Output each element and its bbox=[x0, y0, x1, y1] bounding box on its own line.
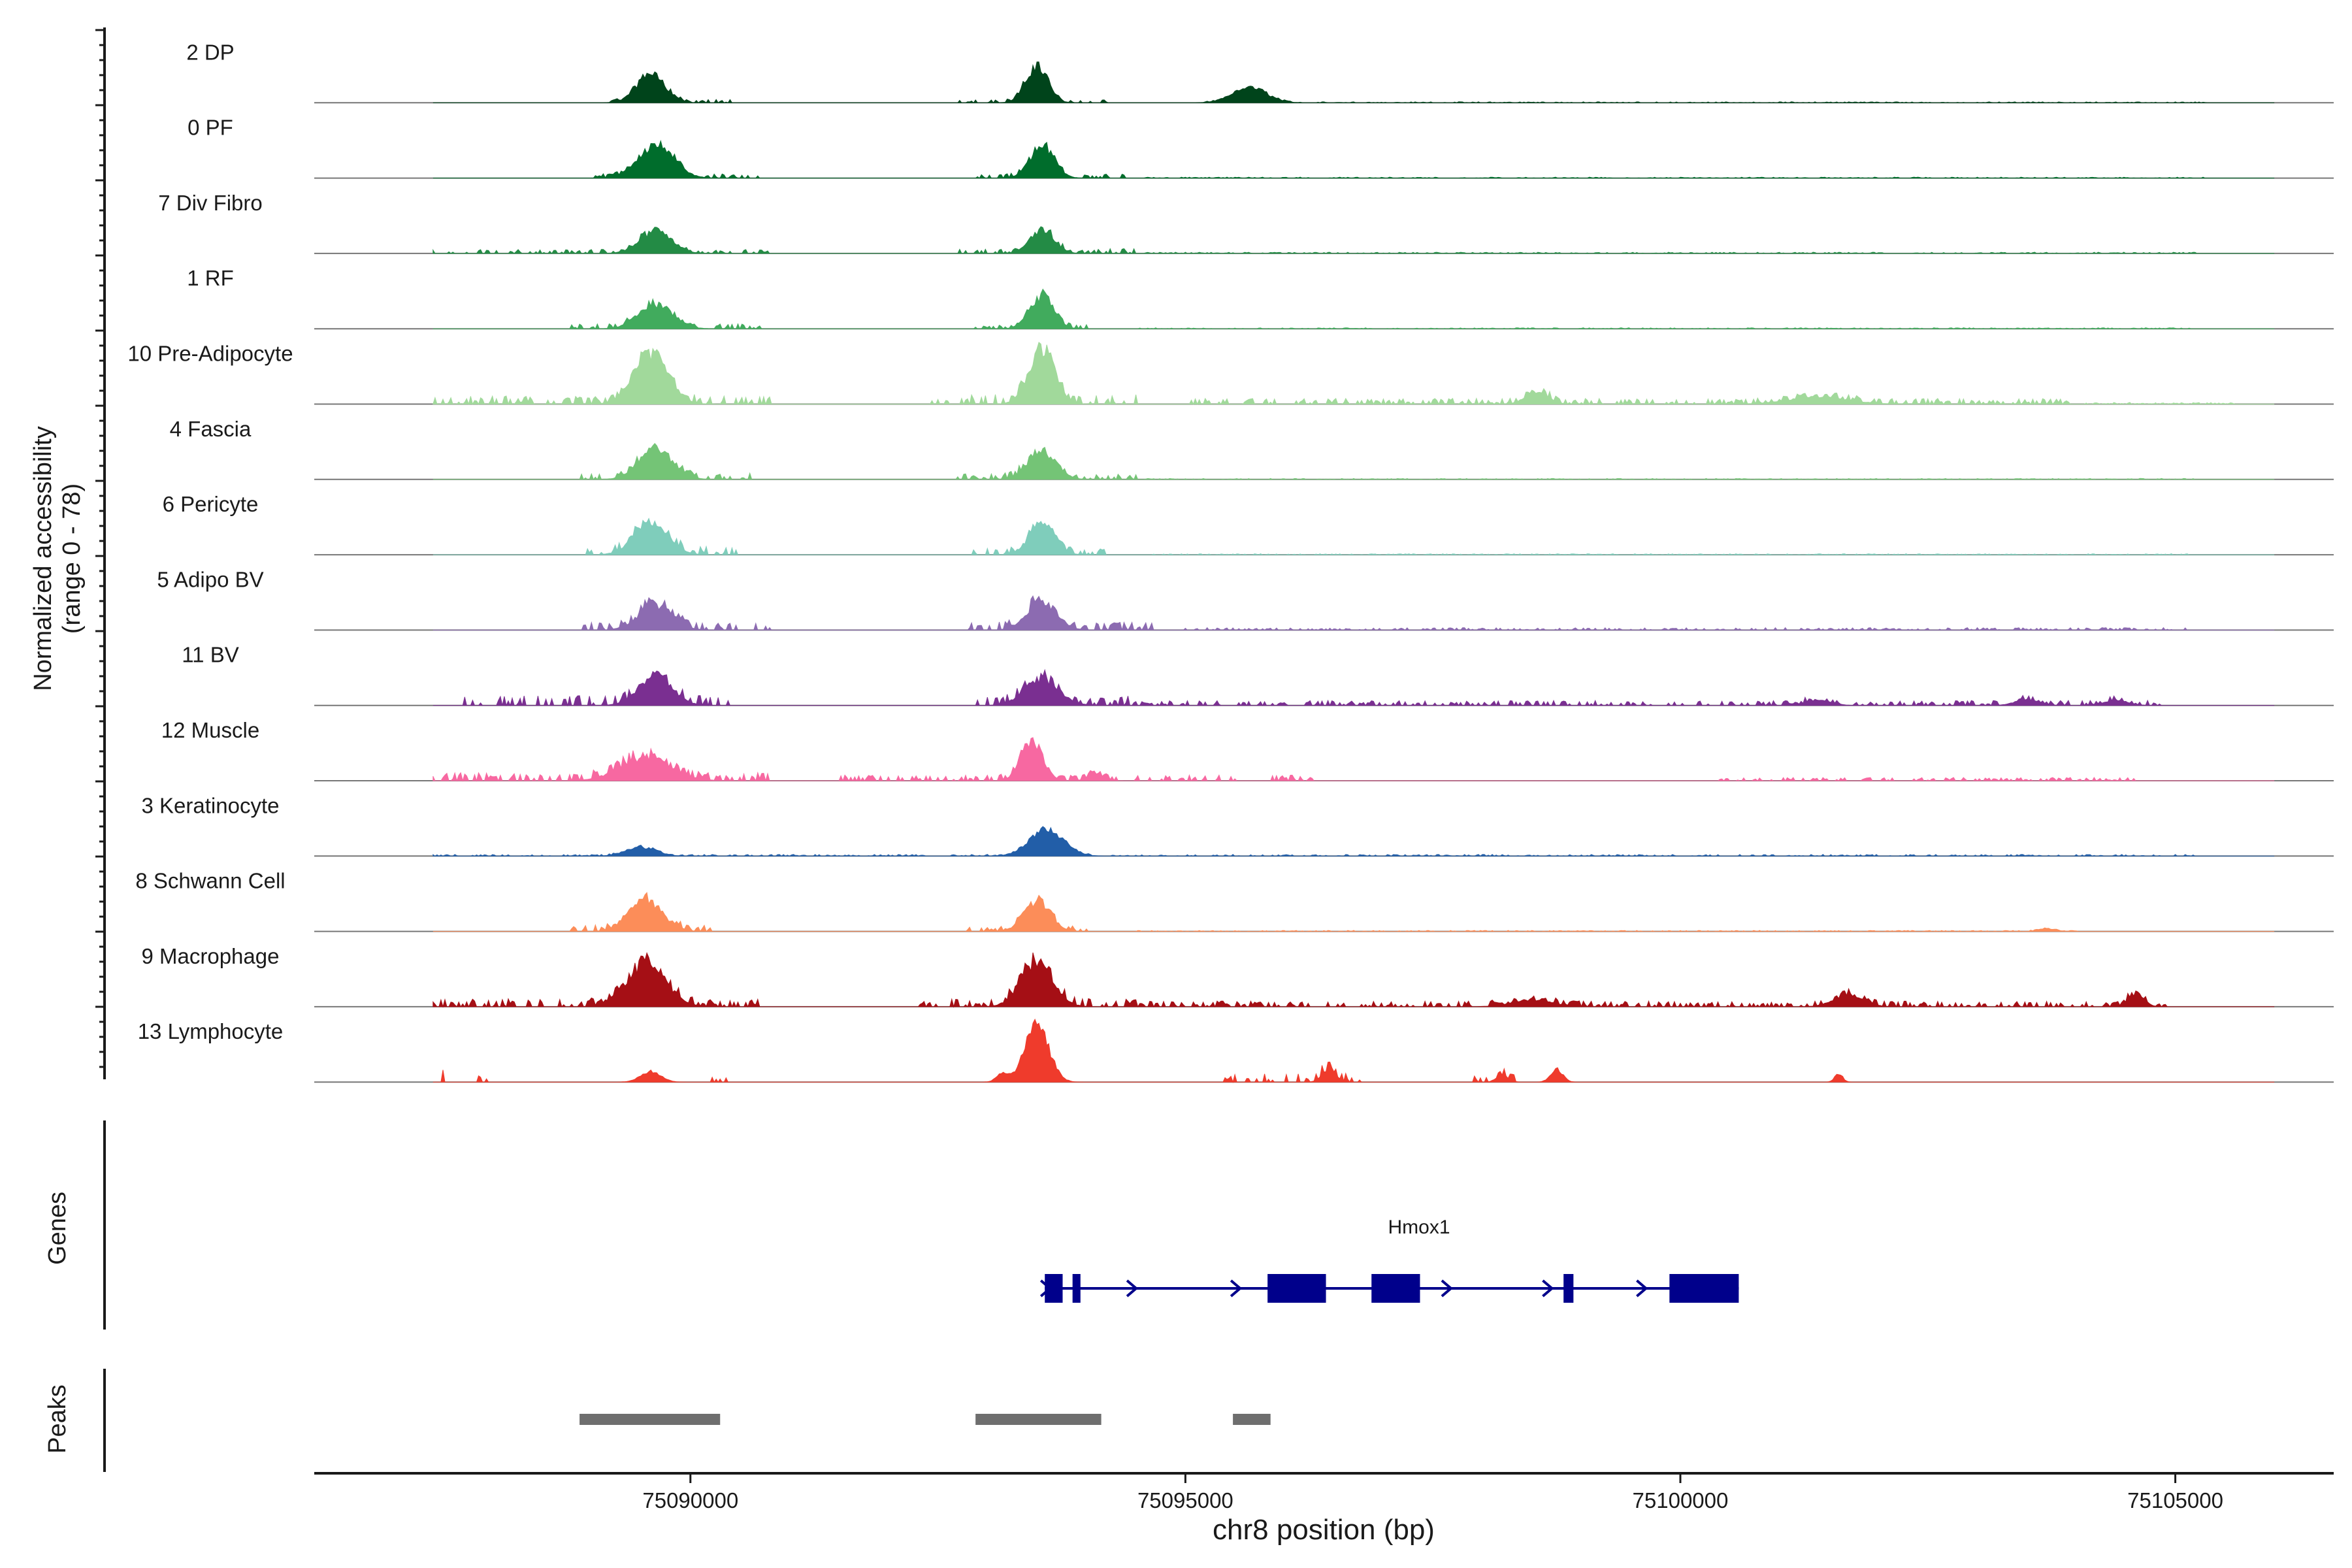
track-label: 3 Keratinocyte bbox=[142, 793, 280, 817]
strand-arrow bbox=[1126, 1279, 1139, 1298]
track-label: 4 Fascia bbox=[170, 417, 252, 441]
coverage-track: 7 Div Fibro bbox=[158, 191, 2334, 254]
track-label: 13 Lymphocyte bbox=[138, 1019, 284, 1043]
gene-exon bbox=[1072, 1274, 1081, 1303]
coverage-area bbox=[433, 952, 2275, 1008]
coverage-area bbox=[433, 288, 2275, 330]
x-tick-label: 75095000 bbox=[1137, 1488, 1233, 1512]
strand-arrow bbox=[1230, 1279, 1243, 1298]
gene-track: Genes Hmox1 bbox=[44, 1120, 1739, 1330]
peaks-track: Peaks bbox=[44, 1369, 1271, 1472]
gene-exon bbox=[1045, 1274, 1063, 1303]
strand-arrow bbox=[1441, 1279, 1453, 1298]
gene-model bbox=[1039, 1274, 1739, 1303]
track-label: 7 Div Fibro bbox=[158, 191, 263, 215]
track-label: 12 Muscle bbox=[161, 718, 259, 742]
peak-region bbox=[580, 1414, 721, 1425]
coverage-area bbox=[433, 668, 2275, 707]
peak-region bbox=[1233, 1414, 1271, 1425]
coverage-area bbox=[433, 595, 2275, 631]
peaks-track-label: Peaks bbox=[44, 1384, 71, 1454]
coverage-track: 5 Adipo BV bbox=[157, 567, 2334, 631]
coverage-area bbox=[433, 826, 2275, 857]
gene-name-label: Hmox1 bbox=[1388, 1217, 1450, 1238]
coverage-track: 6 Pericyte bbox=[163, 492, 2334, 556]
coverage-track: 8 Schwann Cell bbox=[135, 869, 2334, 932]
coverage-track: 3 Keratinocyte bbox=[142, 793, 2334, 857]
coverage-area bbox=[433, 1018, 2275, 1083]
gene-exon bbox=[1563, 1274, 1574, 1303]
coverage-area bbox=[433, 226, 2275, 254]
peak-region bbox=[975, 1414, 1102, 1425]
coverage-track: 11 BV bbox=[182, 643, 2334, 707]
coverage-tracks: 2 DP 0 PF 7 Div Fibro 1 RF 10 Pre-Adipocyte 4… bbox=[95, 27, 2334, 1083]
coverage-track: 12 Muscle bbox=[161, 718, 2334, 782]
track-label: 2 DP bbox=[186, 40, 234, 64]
strand-arrow bbox=[1542, 1279, 1554, 1298]
coverage-track: 4 Fascia bbox=[170, 417, 2334, 480]
coverage-area bbox=[433, 140, 2275, 179]
strand-arrow bbox=[1636, 1279, 1648, 1298]
coverage-area bbox=[433, 342, 2275, 406]
coverage-area bbox=[433, 737, 2275, 782]
x-tick-label: 75090000 bbox=[642, 1488, 738, 1512]
track-label: 10 Pre-Adipocyte bbox=[127, 342, 293, 366]
coverage-track: 9 Macrophage bbox=[142, 944, 2334, 1008]
track-label: 11 BV bbox=[182, 643, 238, 667]
y-axis-ruler bbox=[95, 27, 106, 1079]
track-label: 5 Adipo BV bbox=[157, 567, 263, 591]
coverage-area bbox=[433, 517, 2275, 556]
track-label: 9 Macrophage bbox=[142, 944, 280, 968]
track-label: 8 Schwann Cell bbox=[135, 869, 285, 893]
coverage-track: 1 RF bbox=[187, 266, 2334, 330]
x-axis-label: chr8 position (bp) bbox=[1213, 1514, 1435, 1546]
y-axis-label-line1: Normalized accessibility bbox=[29, 426, 57, 691]
coverage-area bbox=[433, 442, 2275, 480]
track-label: 6 Pericyte bbox=[163, 492, 259, 516]
gene-exon bbox=[1371, 1274, 1420, 1303]
x-axis: chr8 position (bp) 75090000 75095000 75100… bbox=[314, 1472, 2334, 1546]
y-axis: Normalized accessibility (range 0 - 78) bbox=[29, 426, 86, 691]
coverage-area bbox=[433, 892, 2275, 932]
genes-track-label: Genes bbox=[44, 1192, 71, 1265]
coverage-track: 2 DP bbox=[186, 40, 2334, 104]
track-label: 1 RF bbox=[187, 266, 234, 290]
x-tick-label: 75105000 bbox=[2127, 1488, 2223, 1512]
coverage-track: 10 Pre-Adipocyte bbox=[127, 342, 2334, 406]
coverage-track: 13 Lymphocyte bbox=[138, 1018, 2334, 1083]
gene-exon bbox=[1267, 1274, 1326, 1303]
coverage-area bbox=[433, 61, 2275, 104]
track-label: 0 PF bbox=[188, 116, 233, 140]
x-tick-label: 75100000 bbox=[1633, 1488, 1729, 1512]
coverage-track: 0 PF bbox=[188, 116, 2334, 179]
gene-exon bbox=[1669, 1274, 1739, 1303]
y-axis-label-line2: (range 0 - 78) bbox=[58, 483, 86, 634]
